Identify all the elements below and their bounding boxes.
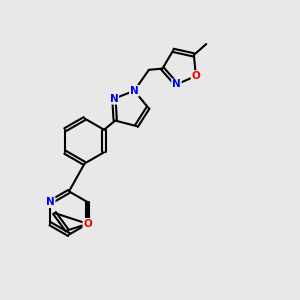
Text: N: N [110,94,118,104]
Text: N: N [130,86,139,96]
Text: O: O [83,219,92,229]
Text: O: O [191,71,200,81]
Text: N: N [46,197,55,207]
Text: N: N [172,80,181,89]
